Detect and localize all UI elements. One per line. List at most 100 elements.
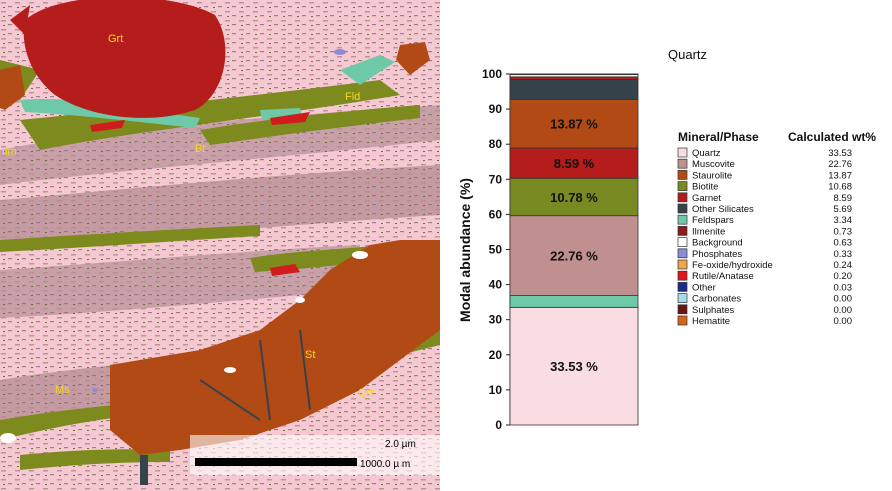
legend-item-name: Phosphates xyxy=(692,249,742,260)
scalebar-background xyxy=(190,435,440,475)
y-tick-label: 90 xyxy=(489,102,503,116)
legend-swatch xyxy=(677,282,688,292)
stacked-bar: 33.53 % 22.76 % 10.78 % 8.59 % 13.87 % xyxy=(509,73,639,426)
legend-swatch xyxy=(677,226,688,236)
legend-item-value: 0.63 xyxy=(834,238,853,249)
other-silicate-grain xyxy=(140,455,148,485)
y-tick-label: 50 xyxy=(489,243,503,257)
chart-title: Quartz xyxy=(668,47,707,62)
bar-segment-staurolite xyxy=(509,98,639,149)
legend-item-name: Background xyxy=(692,238,743,249)
biotite-band xyxy=(250,245,380,272)
data-label: 8.59 % xyxy=(554,156,595,171)
map-label-qtz: Qtz xyxy=(358,387,375,399)
legend-header-name: Mineral/Phase xyxy=(678,130,759,144)
feldspar-patch xyxy=(340,55,395,85)
legend-item-value: 33.53 xyxy=(828,148,852,159)
garnet-grain xyxy=(90,120,125,132)
other-silicate-vein xyxy=(199,329,311,421)
biotite-band xyxy=(20,80,400,150)
data-label: 33.53 % xyxy=(550,359,598,374)
biotite-band xyxy=(0,225,260,252)
staurolite-grain xyxy=(110,240,440,455)
y-tick-label: 30 xyxy=(489,313,503,327)
garnet-grain xyxy=(10,5,30,35)
legend-item-value: 0.33 xyxy=(834,249,853,260)
biotite-band xyxy=(20,449,170,470)
legend-item-value: 8.59 xyxy=(834,193,853,204)
scalebar-label-bottom: 1000.0 µ m xyxy=(360,459,410,470)
y-tick-label: 40 xyxy=(489,278,503,292)
y-tick-label: 70 xyxy=(489,172,503,186)
legend-swatch xyxy=(677,181,688,191)
legend-swatch xyxy=(677,270,688,281)
bar-segment-biotite xyxy=(509,177,639,217)
y-tick-label: 80 xyxy=(489,137,503,151)
legend-item-value: 0.24 xyxy=(834,260,853,271)
y-axis-label: Modal abundance (%) xyxy=(457,178,473,322)
legend-item-value: 13.87 xyxy=(828,170,852,181)
legend-item-name: Quartz xyxy=(692,148,721,159)
bar-segment-other-silicates xyxy=(509,79,639,100)
map-label-st: St xyxy=(305,349,315,361)
legend-swatch xyxy=(677,203,688,214)
map-label-ilm: Ilm xyxy=(2,146,17,158)
bar-segment-rutile-anatase xyxy=(509,73,639,76)
map-label-fld: Fld xyxy=(345,91,360,103)
legend-item-value: 0.03 xyxy=(834,282,853,293)
bar-segment-muscovite xyxy=(509,215,639,296)
data-label: 10.78 % xyxy=(550,190,598,205)
legend-item-name: Rutile/Anatase xyxy=(692,271,754,282)
legend-item-value: 0.00 xyxy=(834,316,853,327)
legend-item-name: Carbonates xyxy=(692,294,741,305)
map-label-grt: Grt xyxy=(108,33,123,45)
legend-item-name: Other xyxy=(692,282,716,293)
garnet-grain xyxy=(23,0,226,118)
legend-item-value: 22.76 xyxy=(828,159,852,170)
y-tick-label: 0 xyxy=(495,418,502,432)
legend-swatch xyxy=(677,248,688,259)
legend-item-value: 0.00 xyxy=(834,305,853,316)
data-label: 22.76 % xyxy=(550,249,598,264)
data-label: 13.87 % xyxy=(550,117,598,132)
scalebar-label-top: 2.0 µm xyxy=(385,439,416,450)
legend-swatch xyxy=(677,158,688,169)
bar-segment-quartz xyxy=(509,306,639,426)
staurolite-grain xyxy=(396,42,430,75)
y-tick-label: 20 xyxy=(489,348,503,362)
map-label-ms: Ms xyxy=(55,384,70,396)
legend-item-name: Ilmenite xyxy=(692,226,725,237)
legend-swatch xyxy=(677,170,688,180)
legend-swatch xyxy=(677,304,688,315)
legend-item-name: Feldspars xyxy=(692,215,734,226)
legend-item-name: Sulphates xyxy=(692,305,735,316)
y-tick-label: 100 xyxy=(482,67,502,81)
legend-header-value: Calculated wt% xyxy=(788,130,876,144)
legend-swatch xyxy=(677,192,688,203)
legend-item-name: Garnet xyxy=(692,193,721,204)
legend-swatch xyxy=(677,147,688,158)
bar-segment-feldspars xyxy=(509,295,639,308)
map-label-bt: Bt xyxy=(195,143,205,155)
staurolite-grain xyxy=(0,65,25,110)
mineral-map: Grt Fld Ilm Bt St Ms Qtz 2.0 µm 1000.0 µ… xyxy=(0,0,440,491)
biotite-band xyxy=(200,105,420,145)
legend-item-name: Biotite xyxy=(692,182,718,193)
legend-item-value: 0.20 xyxy=(834,271,853,282)
y-tick-label: 60 xyxy=(489,207,503,221)
legend: Mineral/Phase Calculated wt% Quartz 33.53… xyxy=(677,130,876,327)
legend-swatch xyxy=(677,259,688,270)
legend-item-value: 0.00 xyxy=(834,294,853,305)
legend-swatch xyxy=(677,214,688,225)
legend-item-value: 3.34 xyxy=(834,215,853,226)
garnet-grain xyxy=(270,112,310,125)
legend-item-name: Fe-oxide/hydroxide xyxy=(692,260,773,271)
legend-item-name: Hematite xyxy=(692,316,730,327)
legend-item-value: 0.73 xyxy=(834,226,853,237)
legend-swatch xyxy=(677,293,688,303)
legend-swatch xyxy=(677,315,688,326)
modal-abundance-chart: Quartz Modal abundance (%) 0 10 20 30 40 50 60… xyxy=(457,47,876,432)
legend-item-name: Other Silicates xyxy=(692,204,754,215)
garnet-grain xyxy=(270,264,300,276)
legend-item-name: Muscovite xyxy=(692,159,735,170)
